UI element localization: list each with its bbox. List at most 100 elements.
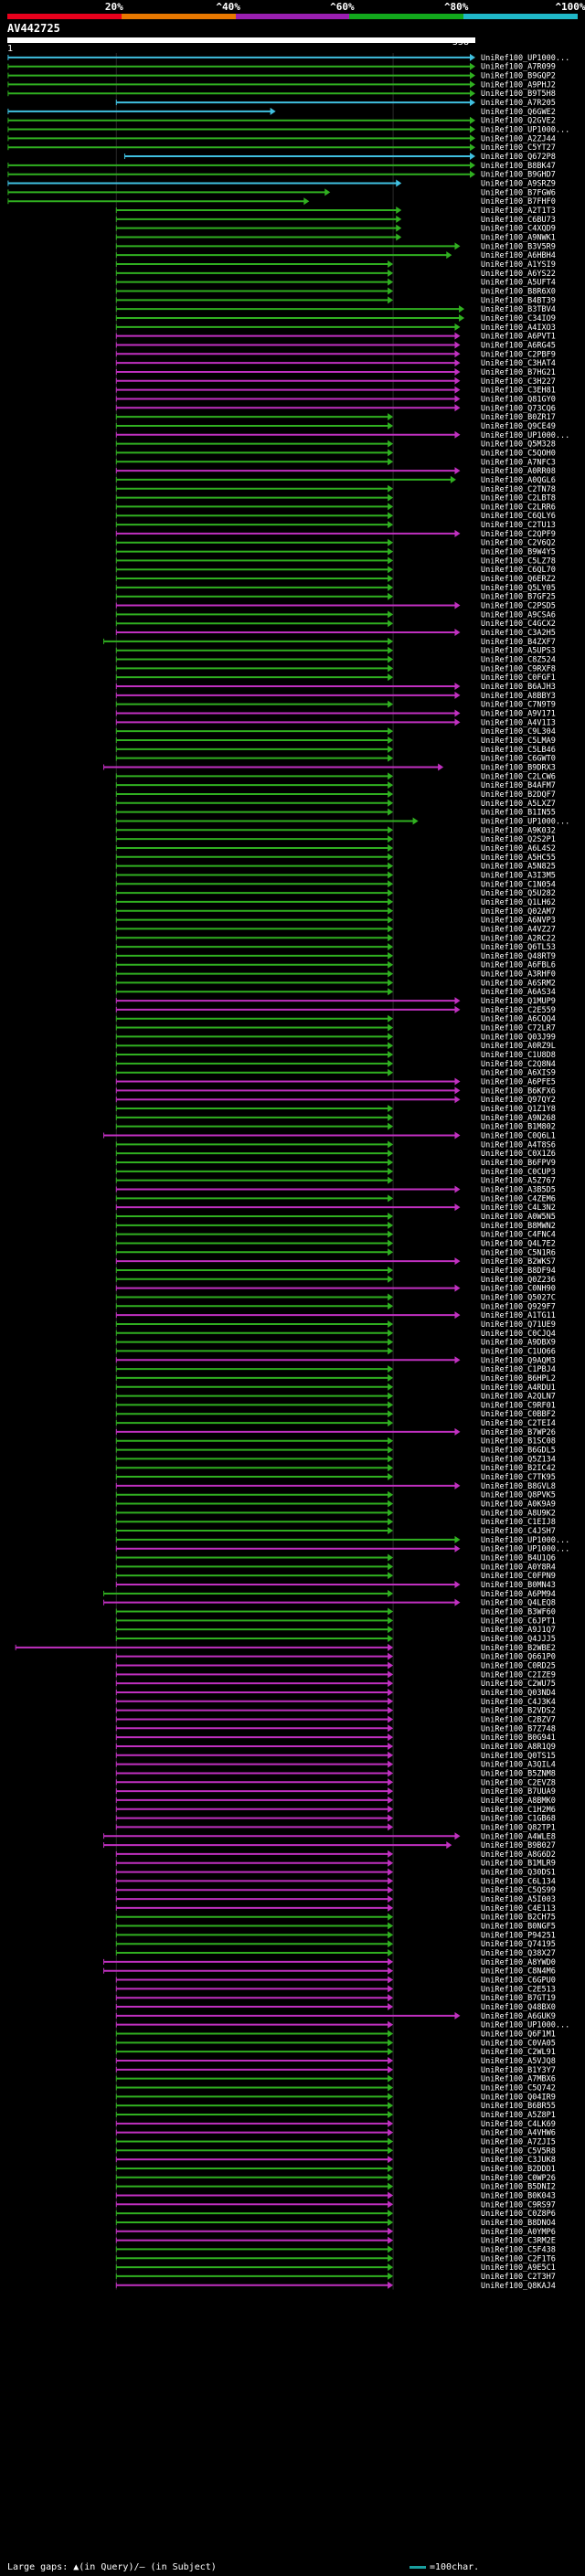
hit-label[interactable]: UniRef100_A9E5C1 (481, 2263, 556, 2273)
hit-label[interactable]: UniRef100_Q1Z1Y8 (481, 1105, 556, 1114)
hit-label[interactable]: UniRef100_A7MBX6 (481, 2075, 556, 2084)
hit-label[interactable]: UniRef100_C3JUK8 (481, 2156, 556, 2165)
hit-label[interactable]: UniRef100_B1M802 (481, 1123, 556, 1132)
hit-label[interactable]: UniRef100_Q1MUP9 (481, 997, 556, 1006)
hit-label[interactable]: UniRef100_B9DRX3 (481, 763, 556, 772)
hit-label[interactable]: UniRef100_A5I003 (481, 1895, 556, 1904)
hit-label[interactable]: UniRef100_Q0Z236 (481, 1276, 556, 1285)
hit-label[interactable]: UniRef100_C5Q742 (481, 2083, 556, 2093)
hit-label[interactable]: UniRef100_A6RG45 (481, 341, 556, 350)
hit-label[interactable]: UniRef100_C0FPN9 (481, 1572, 556, 1581)
hit-label[interactable]: UniRef100_UP1000... (481, 54, 569, 63)
hit-label[interactable]: UniRef100_A7ZJI5 (481, 2137, 556, 2147)
hit-label[interactable]: UniRef100_B6GDL5 (481, 1447, 556, 1456)
hit-label[interactable]: UniRef100_A0Y8R4 (481, 1563, 556, 1572)
hit-label[interactable]: UniRef100_C1UO66 (481, 1347, 556, 1356)
hit-label[interactable]: UniRef100_A8G6D2 (481, 1850, 556, 1860)
hit-label[interactable]: UniRef100_C34IO9 (481, 314, 556, 323)
hit-label[interactable]: UniRef100_A2ZJ44 (481, 134, 556, 143)
hit-label[interactable]: UniRef100_C2E513 (481, 1985, 556, 1994)
hit-label[interactable]: UniRef100_P94251 (481, 1931, 556, 1940)
hit-label[interactable]: UniRef100_C72LR7 (481, 1024, 556, 1034)
hit-label[interactable]: UniRef100_A7R099 (481, 63, 556, 72)
hit-label[interactable]: UniRef100_C4JSH7 (481, 1527, 556, 1536)
hit-label[interactable]: UniRef100_B5ZNM8 (481, 1769, 556, 1778)
hit-label[interactable]: UniRef100_Q929F7 (481, 1302, 556, 1311)
hit-label[interactable]: UniRef100_Q73CQ6 (481, 404, 556, 413)
hit-label[interactable]: UniRef100_C5LB46 (481, 746, 556, 755)
hit-label[interactable]: UniRef100_UP1000... (481, 1545, 569, 1554)
hit-label[interactable]: UniRef100_C2F1T6 (481, 2254, 556, 2263)
hit-label[interactable]: UniRef100_B6KFX6 (481, 1087, 556, 1096)
hit-label[interactable]: UniRef100_A8BBY3 (481, 692, 556, 701)
hit-label[interactable]: UniRef100_B2IC42 (481, 1464, 556, 1473)
hit-label[interactable]: UniRef100_Q48RT9 (481, 952, 556, 961)
hit-label[interactable]: UniRef100_A0QGL6 (481, 476, 556, 485)
hit-label[interactable]: UniRef100_A6PVT1 (481, 333, 556, 342)
hit-label[interactable]: UniRef100_B7WP26 (481, 1428, 556, 1437)
hit-label[interactable]: UniRef100_Q38X27 (481, 1949, 556, 1958)
hit-label[interactable]: UniRef100_B0K043 (481, 2191, 556, 2200)
hit-label[interactable]: UniRef100_B2WKS7 (481, 1257, 556, 1267)
hit-label[interactable]: UniRef100_C1EIJ8 (481, 1518, 556, 1527)
hit-label[interactable]: UniRef100_C0FGF1 (481, 673, 556, 683)
hit-label[interactable]: UniRef100_UP1000... (481, 1536, 569, 1545)
hit-label[interactable]: UniRef100_C6BU73 (481, 216, 556, 225)
hit-label[interactable]: UniRef100_C5LZ78 (481, 557, 556, 566)
hit-label[interactable]: UniRef100_B6BR55 (481, 2102, 556, 2111)
hit-label[interactable]: UniRef100_A2QLN7 (481, 1393, 556, 1402)
hit-label[interactable]: UniRef100_B7GF25 (481, 593, 556, 602)
hit-label[interactable]: UniRef100_Q03J99 (481, 1033, 556, 1042)
hit-label[interactable]: UniRef100_A0K9A9 (481, 1500, 556, 1510)
hit-label[interactable]: UniRef100_Q672P8 (481, 153, 556, 162)
hit-label[interactable]: UniRef100_C6GPU0 (481, 1977, 556, 1986)
hit-label[interactable]: UniRef100_Q81GY0 (481, 395, 556, 404)
hit-label[interactable]: UniRef100_C3HAT4 (481, 359, 556, 368)
hit-label[interactable]: UniRef100_B0G941 (481, 1733, 556, 1743)
hit-label[interactable]: UniRef100_Q2GVE2 (481, 117, 556, 126)
hit-label[interactable]: UniRef100_C4L3N2 (481, 1203, 556, 1213)
hit-label[interactable]: UniRef100_C7N9T9 (481, 701, 556, 710)
hit-label[interactable]: UniRef100_Q6GWE2 (481, 108, 556, 117)
hit-label[interactable]: UniRef100_C2EVZ8 (481, 1778, 556, 1787)
hit-label[interactable]: UniRef100_C5LMA9 (481, 737, 556, 746)
hit-label[interactable]: UniRef100_A9J1Q7 (481, 1626, 556, 1635)
hit-label[interactable]: UniRef100_A6GUK9 (481, 2012, 556, 2021)
hit-label[interactable]: UniRef100_C2TEI4 (481, 1419, 556, 1428)
hit-label[interactable]: UniRef100_C0Z8P6 (481, 2210, 556, 2219)
hit-label[interactable]: UniRef100_A4T8S6 (481, 1140, 556, 1150)
hit-label[interactable]: UniRef100_C6GWT0 (481, 755, 556, 764)
hit-label[interactable]: UniRef100_B8BK47 (481, 162, 556, 171)
hit-label[interactable]: UniRef100_Q82TP1 (481, 1823, 556, 1832)
hit-label[interactable]: UniRef100_B4AFM7 (481, 781, 556, 790)
hit-label[interactable]: UniRef100_C1U8D8 (481, 1051, 556, 1060)
hit-label[interactable]: UniRef100_B0MN43 (481, 1581, 556, 1590)
hit-label[interactable]: UniRef100_B7GT19 (481, 1994, 556, 2003)
hit-label[interactable]: UniRef100_A4IXO3 (481, 323, 556, 333)
hit-label[interactable]: UniRef100_C0VA05 (481, 2039, 556, 2048)
hit-label[interactable]: UniRef100_Q5M328 (481, 440, 556, 450)
hit-label[interactable]: UniRef100_A9PHJ2 (481, 80, 556, 90)
hit-label[interactable]: UniRef100_Q48BX0 (481, 2003, 556, 2012)
hit-label[interactable]: UniRef100_B4BT39 (481, 296, 556, 305)
hit-label[interactable]: UniRef100_B0NGF5 (481, 1923, 556, 1932)
hit-label[interactable]: UniRef100_A5UPS3 (481, 647, 556, 656)
hit-label[interactable]: UniRef100_C2LBT8 (481, 494, 556, 504)
hit-label[interactable]: UniRef100_C4XQD9 (481, 225, 556, 234)
hit-label[interactable]: UniRef100_Q0TS15 (481, 1752, 556, 1761)
hit-label[interactable]: UniRef100_A9V171 (481, 710, 556, 719)
hit-label[interactable]: UniRef100_Q74195 (481, 1940, 556, 1949)
hit-label[interactable]: UniRef100_A6AS34 (481, 988, 556, 997)
hit-label[interactable]: UniRef100_C2PSD5 (481, 602, 556, 611)
hit-label[interactable]: UniRef100_B0ZR17 (481, 413, 556, 422)
hit-label[interactable]: UniRef100_Q1LH62 (481, 898, 556, 907)
hit-label[interactable]: UniRef100_Q5LY05 (481, 584, 556, 593)
hit-label[interactable]: UniRef100_Q4JJJ5 (481, 1635, 556, 1644)
hit-label[interactable]: UniRef100_B2DQF7 (481, 790, 556, 800)
hit-label[interactable]: UniRef100_C2PBF9 (481, 350, 556, 359)
hit-label[interactable]: UniRef100_C2IZE9 (481, 1670, 556, 1680)
hit-label[interactable]: UniRef100_C2LCW6 (481, 772, 556, 781)
hit-label[interactable]: UniRef100_B7UUA9 (481, 1787, 556, 1797)
hit-label[interactable]: UniRef100_B4ZXF7 (481, 638, 556, 647)
hit-label[interactable]: UniRef100_C1PBJ4 (481, 1365, 556, 1374)
